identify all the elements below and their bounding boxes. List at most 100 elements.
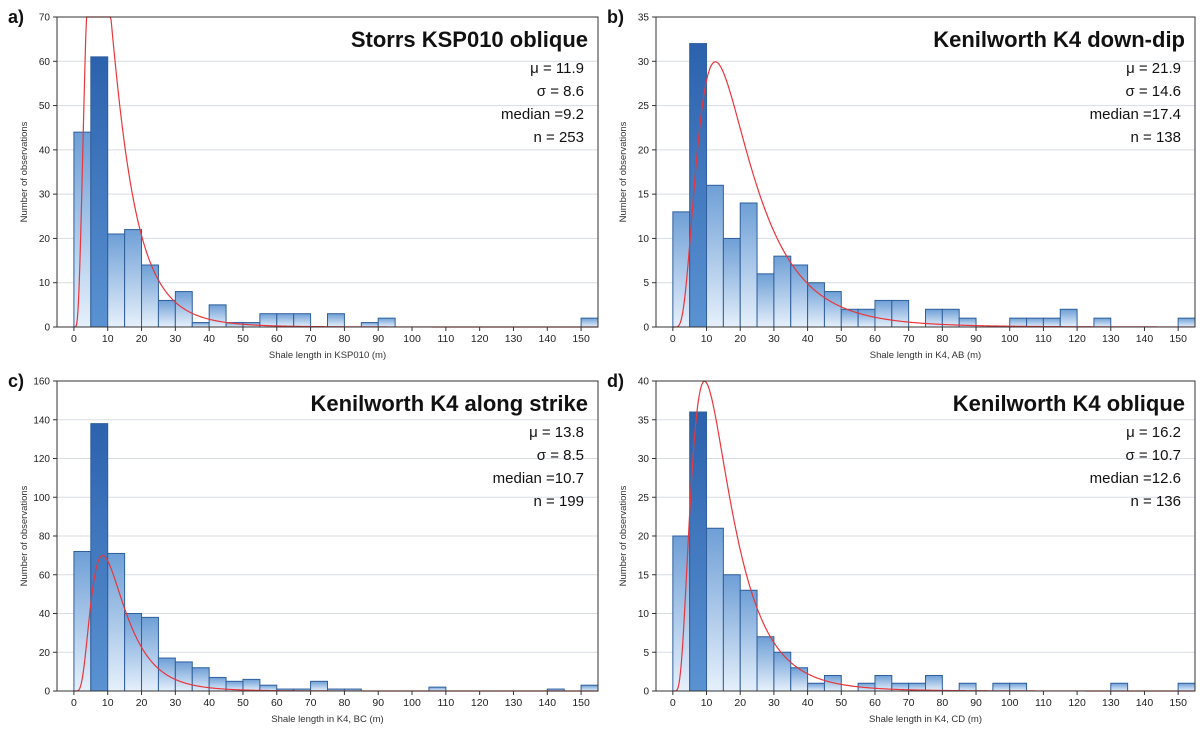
histogram-bar xyxy=(756,273,775,328)
stats-line: median =10.7 xyxy=(493,470,584,487)
y-tick-label: 25 xyxy=(638,101,650,112)
y-axis-label: Number of observations xyxy=(19,121,30,222)
chart-title: Storrs KSP010 oblique xyxy=(351,27,588,52)
histogram-bar xyxy=(1110,682,1129,692)
histogram-bar xyxy=(208,304,227,328)
y-tick-label: 5 xyxy=(643,278,649,289)
x-tick-label: 70 xyxy=(903,697,915,709)
x-axis-label: Shale length in K4, BC (m) xyxy=(271,714,383,725)
histogram-bar xyxy=(773,651,792,692)
y-tick-label: 15 xyxy=(638,570,650,581)
y-tick-label: 0 xyxy=(44,687,50,698)
histogram-bar xyxy=(327,313,345,328)
histogram-bar xyxy=(107,552,126,692)
x-tick-label: 80 xyxy=(339,697,351,709)
panel-label: b) xyxy=(607,7,624,27)
y-tick-label: 25 xyxy=(638,493,650,504)
histogram-bar xyxy=(191,322,210,328)
x-tick-label: 10 xyxy=(701,333,713,345)
x-tick-label: 70 xyxy=(305,697,317,709)
y-tick-label: 20 xyxy=(638,532,650,543)
x-tick-label: 50 xyxy=(835,697,847,709)
histogram-bar xyxy=(891,299,910,328)
y-tick-label: 0 xyxy=(643,323,649,334)
panel-label: c) xyxy=(8,371,24,391)
histogram-bar xyxy=(1026,317,1044,328)
panel-label: d) xyxy=(607,371,624,391)
y-tick-label: 160 xyxy=(33,377,50,388)
histogram-bar xyxy=(1093,317,1112,328)
x-tick-label: 140 xyxy=(539,333,557,345)
x-tick-label: 70 xyxy=(305,333,317,345)
y-tick-label: 60 xyxy=(39,570,51,581)
panel-label: a) xyxy=(8,7,24,27)
y-tick-label: 30 xyxy=(39,190,51,201)
histogram-bar xyxy=(73,551,92,692)
x-tick-label: 140 xyxy=(539,697,557,709)
stats-line: n = 136 xyxy=(1131,493,1181,510)
x-axis-label: Shale length in K4, AB (m) xyxy=(870,350,981,361)
stats-line: σ = 14.6 xyxy=(1125,83,1181,100)
x-tick-label: 150 xyxy=(1169,333,1187,345)
y-tick-label: 15 xyxy=(638,190,650,201)
histogram-bar xyxy=(141,616,159,692)
x-tick-label: 100 xyxy=(403,697,421,709)
y-tick-label: 40 xyxy=(39,609,51,620)
histogram-bar xyxy=(124,613,143,692)
histogram-bar xyxy=(739,589,758,692)
histogram-bar xyxy=(107,233,126,328)
x-tick-label: 50 xyxy=(835,333,847,345)
histogram-bar xyxy=(1009,682,1028,692)
histogram-bar xyxy=(706,184,724,328)
stats-line: μ = 11.9 xyxy=(530,60,584,77)
y-tick-label: 50 xyxy=(39,101,51,112)
histogram-bar xyxy=(790,667,809,692)
x-tick-label: 90 xyxy=(372,333,384,345)
chart-title: Kenilworth K4 oblique xyxy=(953,391,1185,416)
x-tick-label: 140 xyxy=(1136,333,1154,345)
x-tick-label: 20 xyxy=(734,697,746,709)
histogram-bar xyxy=(689,43,708,328)
chart-title: Kenilworth K4 along strike xyxy=(311,391,589,416)
histogram-bar xyxy=(157,299,176,328)
x-tick-label: 40 xyxy=(203,333,215,345)
y-tick-label: 20 xyxy=(39,648,51,659)
stats-line: n = 253 xyxy=(534,129,584,146)
stats-line: median =17.4 xyxy=(1090,106,1181,123)
x-tick-label: 150 xyxy=(572,697,590,709)
chart-panel-1: 0 10 20 30 40 50 60 70 0 10 20 30 40 50 60 70 80 90 100 110… xyxy=(8,7,599,361)
histogram-bar xyxy=(1177,317,1196,328)
stats-line: μ = 21.9 xyxy=(1126,60,1181,77)
x-tick-label: 80 xyxy=(937,697,949,709)
x-tick-label: 40 xyxy=(802,697,814,709)
x-tick-label: 10 xyxy=(102,697,114,709)
histogram-bar xyxy=(722,574,741,692)
stats-line: n = 138 xyxy=(1131,129,1181,146)
y-tick-label: 10 xyxy=(638,609,650,620)
x-tick-label: 80 xyxy=(339,333,351,345)
x-tick-label: 50 xyxy=(237,333,249,345)
x-tick-label: 60 xyxy=(271,697,283,709)
x-tick-label: 60 xyxy=(869,333,881,345)
chart-panel-4: 0 5 10 15 20 25 30 35 40 0 10 20 30 40 50 60 70 80 90 100 11… xyxy=(607,371,1196,725)
x-tick-label: 30 xyxy=(170,333,182,345)
x-tick-label: 10 xyxy=(102,333,114,345)
x-tick-label: 100 xyxy=(403,333,421,345)
x-tick-label: 30 xyxy=(170,697,182,709)
x-tick-label: 60 xyxy=(869,697,881,709)
x-tick-label: 110 xyxy=(1035,333,1052,345)
histogram-bar xyxy=(756,636,775,692)
y-tick-label: 35 xyxy=(638,415,650,426)
x-tick-label: 110 xyxy=(1035,697,1052,709)
x-tick-label: 140 xyxy=(1136,697,1154,709)
histogram-bar xyxy=(174,661,193,692)
x-tick-label: 90 xyxy=(970,697,982,709)
x-tick-label: 10 xyxy=(701,697,713,709)
histogram-bar xyxy=(689,411,708,692)
histogram-bar xyxy=(874,299,893,328)
histogram-bar xyxy=(706,527,724,692)
x-tick-label: 150 xyxy=(572,333,590,345)
x-tick-label: 130 xyxy=(505,333,523,345)
histogram-bar xyxy=(773,255,792,328)
y-tick-label: 35 xyxy=(638,13,650,24)
